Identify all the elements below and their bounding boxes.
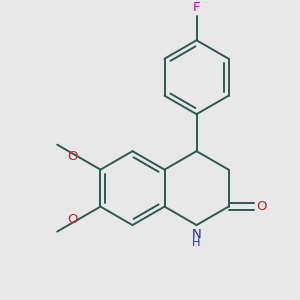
Text: H: H [192,238,201,248]
Text: O: O [67,150,78,163]
Text: N: N [192,228,201,241]
Text: O: O [256,200,267,213]
Text: O: O [67,213,78,226]
Text: F: F [193,1,200,14]
